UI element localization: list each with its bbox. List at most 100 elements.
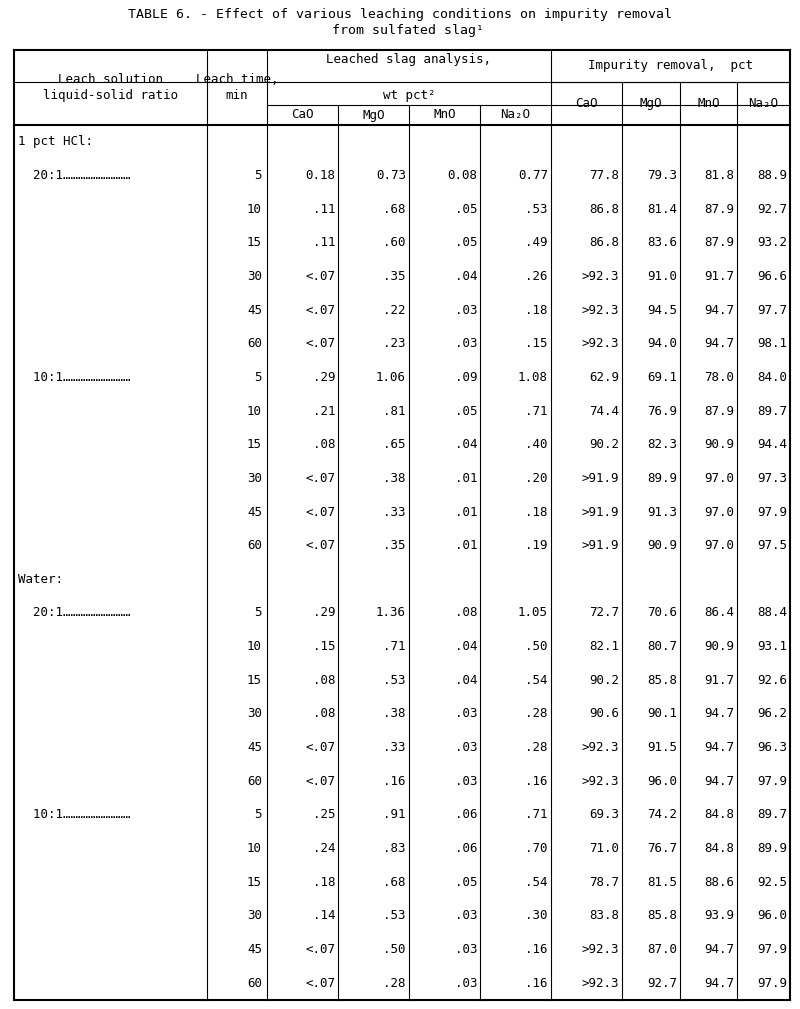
Text: 89.7: 89.7 [757,405,787,418]
Text: >92.3: >92.3 [582,270,619,283]
Text: .38: .38 [383,472,406,485]
Text: .29: .29 [313,606,335,620]
Text: 97.9: 97.9 [757,943,787,956]
Text: 97.5: 97.5 [757,539,787,552]
Text: 86.8: 86.8 [589,236,619,249]
Text: .03: .03 [454,337,477,350]
Text: .28: .28 [526,741,548,754]
Text: 79.3: 79.3 [647,169,677,182]
Text: .16: .16 [383,775,406,788]
Text: 82.1: 82.1 [589,640,619,653]
Text: .14: .14 [313,909,335,922]
Text: 80.7: 80.7 [647,640,677,653]
Text: 87.0: 87.0 [647,943,677,956]
Text: 90.6: 90.6 [589,707,619,720]
Text: 94.7: 94.7 [704,943,734,956]
Text: 30: 30 [247,707,262,720]
Text: .18: .18 [526,506,548,519]
Text: 30: 30 [247,472,262,485]
Text: >92.3: >92.3 [582,775,619,788]
Text: 45: 45 [247,943,262,956]
Text: 45: 45 [247,506,262,519]
Text: 15: 15 [247,674,262,687]
Text: .71: .71 [526,808,548,821]
Text: 0.18: 0.18 [305,169,335,182]
Text: <.07: <.07 [305,977,335,990]
Text: .08: .08 [313,438,335,451]
Text: .83: .83 [383,843,406,855]
Text: 92.5: 92.5 [757,876,787,889]
Text: .68: .68 [383,876,406,889]
Text: 97.9: 97.9 [757,506,787,519]
Text: 91.7: 91.7 [704,270,734,283]
Text: .01: .01 [454,506,477,519]
Text: 81.8: 81.8 [704,169,734,182]
Text: 87.9: 87.9 [704,405,734,418]
Text: 20:1………………………: 20:1……………………… [18,606,130,620]
Text: 5: 5 [254,606,262,620]
Text: .04: .04 [454,270,477,283]
Text: 91.7: 91.7 [704,674,734,687]
Text: 30: 30 [247,270,262,283]
Text: 92.7: 92.7 [757,203,787,216]
Text: 1.08: 1.08 [518,371,548,383]
Text: .68: .68 [383,203,406,216]
Text: >92.3: >92.3 [582,337,619,350]
Text: 60: 60 [247,337,262,350]
Text: 96.2: 96.2 [757,707,787,720]
Text: 90.9: 90.9 [704,640,734,653]
Text: 87.9: 87.9 [704,203,734,216]
Text: <.07: <.07 [305,506,335,519]
Text: 90.9: 90.9 [704,438,734,451]
Text: .03: .03 [454,304,477,317]
Text: .71: .71 [383,640,406,653]
Text: 89.7: 89.7 [757,808,787,821]
Text: 74.2: 74.2 [647,808,677,821]
Text: .04: .04 [454,640,477,653]
Text: 94.7: 94.7 [704,337,734,350]
Text: >91.9: >91.9 [582,472,619,485]
Text: <.07: <.07 [305,304,335,317]
Text: .35: .35 [383,539,406,552]
Text: .81: .81 [383,405,406,418]
Text: .16: .16 [526,775,548,788]
Text: Na₂O: Na₂O [749,97,778,110]
Text: .03: .03 [454,909,477,922]
Text: 93.2: 93.2 [757,236,787,249]
Text: 89.9: 89.9 [647,472,677,485]
Text: .08: .08 [313,707,335,720]
Text: >91.9: >91.9 [582,539,619,552]
Text: .53: .53 [383,909,406,922]
Text: .04: .04 [454,674,477,687]
Text: .15: .15 [526,337,548,350]
Text: 94.7: 94.7 [704,707,734,720]
Text: 15: 15 [247,876,262,889]
Text: .54: .54 [526,876,548,889]
Text: 10: 10 [247,640,262,653]
Text: >91.9: >91.9 [582,506,619,519]
Text: .06: .06 [454,843,477,855]
Text: 96.6: 96.6 [757,270,787,283]
Text: 72.7: 72.7 [589,606,619,620]
Text: 94.7: 94.7 [704,741,734,754]
Text: .23: .23 [383,337,406,350]
Text: 93.1: 93.1 [757,640,787,653]
Text: 78.7: 78.7 [589,876,619,889]
Text: .65: .65 [383,438,406,451]
Text: 84.8: 84.8 [704,843,734,855]
Text: 69.1: 69.1 [647,371,677,383]
Text: 94.4: 94.4 [757,438,787,451]
Text: .54: .54 [526,674,548,687]
Text: wt pct²: wt pct² [382,89,435,102]
Text: 1 pct HCl:: 1 pct HCl: [18,135,93,148]
Text: .03: .03 [454,977,477,990]
Text: Na₂O: Na₂O [501,109,530,121]
Text: <.07: <.07 [305,270,335,283]
Text: .71: .71 [526,405,548,418]
Text: 1.06: 1.06 [376,371,406,383]
Text: .70: .70 [526,843,548,855]
Text: 77.8: 77.8 [589,169,619,182]
Text: .18: .18 [526,304,548,317]
Text: .53: .53 [526,203,548,216]
Text: <.07: <.07 [305,943,335,956]
